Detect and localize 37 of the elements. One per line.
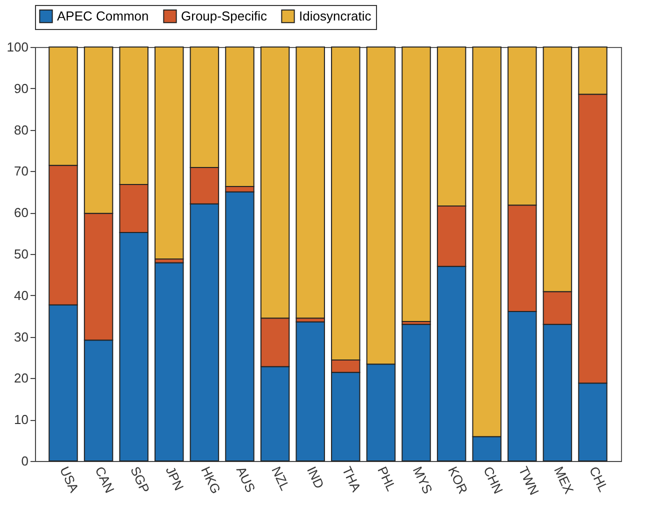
y-tick-label: 70 xyxy=(14,164,28,179)
bar xyxy=(225,191,254,462)
y-tick-label: 10 xyxy=(14,412,28,428)
legend-label: APEC Common xyxy=(57,8,149,24)
bar xyxy=(154,46,184,260)
bar xyxy=(296,321,325,462)
x-tick-label: USA xyxy=(56,464,82,495)
y-tick-label: 90 xyxy=(14,80,28,96)
y-tick-label: 30 xyxy=(14,329,28,344)
x-tick-label: MEX xyxy=(551,464,577,496)
x-tick-label: HKG xyxy=(198,464,224,496)
legend-label: Group-Specific xyxy=(181,8,268,24)
x-tick-label: JPN xyxy=(162,464,187,493)
x-tick-label: CHN xyxy=(480,464,506,496)
y-tick-label: 20 xyxy=(14,370,28,386)
y-tick-label: 60 xyxy=(14,205,28,220)
legend-label: Idiosyncratic xyxy=(299,8,372,24)
x-tick-label: THA xyxy=(339,464,364,494)
x-tick-label: KOR xyxy=(445,464,471,496)
x-tick-label: NZL xyxy=(268,464,293,493)
y-tick-label: 80 xyxy=(14,122,28,138)
x-tick-label: CHL xyxy=(586,464,612,494)
y-tick-label: 50 xyxy=(14,246,28,262)
x-tick-label: MYS xyxy=(410,464,436,496)
y-tick-label: 0 xyxy=(21,454,28,468)
bar xyxy=(296,46,325,319)
bar xyxy=(154,262,184,462)
bar xyxy=(402,46,431,322)
x-tick-label: IND xyxy=(304,464,328,491)
x-tick-label: SGP xyxy=(128,464,153,496)
x-tick-label: PHL xyxy=(374,464,399,494)
bar xyxy=(402,324,431,462)
x-tick-label: TWN xyxy=(516,464,542,498)
y-tick-label: 100 xyxy=(6,40,28,54)
x-tick-label: AUS xyxy=(233,464,258,495)
x-tick-label: CAN xyxy=(92,464,118,496)
y-tick-label: 40 xyxy=(14,288,28,303)
